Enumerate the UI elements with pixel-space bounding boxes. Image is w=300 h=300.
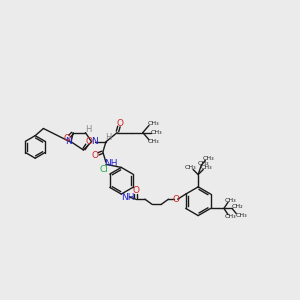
- Text: NH: NH: [104, 159, 118, 168]
- Text: Cl: Cl: [99, 166, 108, 175]
- Text: CH₃: CH₃: [150, 130, 162, 135]
- Text: O: O: [64, 134, 70, 143]
- Text: CH₃: CH₃: [224, 214, 236, 219]
- Text: H: H: [85, 125, 92, 134]
- Text: N: N: [64, 137, 71, 146]
- Text: CH₃: CH₃: [147, 121, 159, 126]
- Text: O: O: [91, 151, 98, 160]
- Text: CH₂: CH₂: [197, 161, 209, 166]
- Text: CH₃: CH₃: [147, 139, 159, 144]
- Text: O: O: [172, 195, 179, 204]
- Text: O: O: [85, 137, 92, 146]
- Text: CH₃: CH₃: [202, 156, 214, 161]
- Text: H: H: [105, 133, 111, 142]
- Text: CH₃: CH₃: [201, 165, 212, 170]
- Text: CH₂: CH₂: [231, 204, 243, 209]
- Text: CH₃: CH₃: [236, 213, 247, 218]
- Text: NH: NH: [121, 193, 134, 202]
- Text: O: O: [117, 119, 124, 128]
- Text: O: O: [132, 187, 139, 196]
- Text: N: N: [91, 137, 98, 146]
- Text: CH₃: CH₃: [224, 198, 236, 203]
- Text: CH₃: CH₃: [184, 165, 196, 170]
